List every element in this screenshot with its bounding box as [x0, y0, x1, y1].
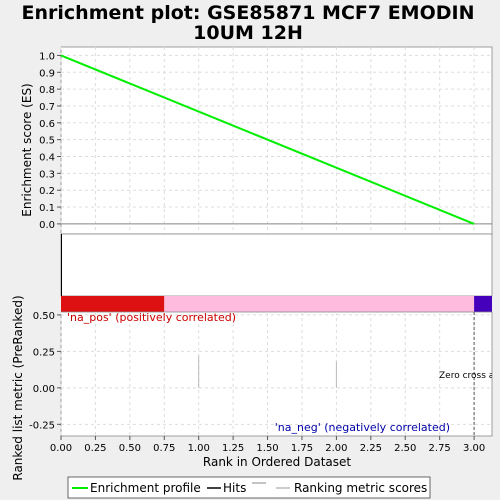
metric-lines [198, 355, 337, 388]
legend-label-enrichment: Enrichment profile [90, 481, 201, 495]
legend-label-hits: Hits [223, 481, 246, 495]
legend-label-metric: Ranking metric scores [294, 481, 427, 495]
metric-y-axis-label: Ranked list metric (PreRanked) [11, 295, 25, 480]
legend: Enrichment profile Hits Ranking metric sco… [72, 481, 427, 495]
legend-box [67, 476, 431, 499]
es-y-axis-label: Enrichment score (ES) [20, 83, 34, 216]
es-y-ticks: 0.0 0.1 0.2 0.3 0.4 0.5 0.6 0.7 0.8 0.9 1.0 [39, 51, 61, 231]
x-tick-label: 3.00 [463, 443, 485, 454]
es-y-tick-label: 0.6 [39, 119, 55, 130]
x-tick-label: 1.25 [222, 443, 244, 454]
negative-correlation-label: 'na_neg' (negatively correlated) [275, 421, 450, 434]
x-tick-label: 0.50 [119, 443, 141, 454]
chart-title-line-2: 10UM 12H [193, 22, 303, 44]
enrichment-profile-line [60, 54, 475, 225]
es-y-tick-label: 0.9 [39, 68, 55, 79]
es-grid [60, 47, 492, 234]
metric-y-tick-label: -0.25 [29, 420, 55, 431]
es-y-tick-label: 0.7 [39, 102, 55, 113]
es-y-tick-label: 0.8 [39, 85, 55, 96]
es-panel [60, 46, 493, 235]
x-tick-label: 2.00 [325, 443, 347, 454]
es-y-tick-label: 0.1 [39, 203, 55, 214]
es-y-tick-label: 0.0 [39, 220, 55, 231]
x-tick-label: 0.25 [84, 443, 106, 454]
zero-cross-clip: Zero cross at 3 [439, 371, 500, 381]
x-tick-label: 2.50 [394, 443, 416, 454]
metric-y-tick-label: 0.50 [33, 311, 55, 322]
x-tick-label: 2.25 [360, 443, 382, 454]
metric-y-tick-label: 0.25 [33, 347, 55, 358]
es-y-tick-label: 0.4 [39, 153, 55, 164]
metric-y-tick-label: 0.00 [33, 384, 55, 395]
hits-panel [60, 233, 493, 297]
zero-cross-label: Zero cross at 3 [439, 371, 500, 381]
color-bar-segment [61, 296, 165, 312]
positive-correlation-label: 'na_pos' (positively correlated) [67, 311, 236, 324]
x-tick-label: 1.75 [291, 443, 313, 454]
metric-panel [60, 311, 493, 437]
x-axis-ticks: 0.00 0.25 0.50 0.75 1.00 1.25 1.50 1.75 2.00 2.25… [50, 436, 485, 454]
es-series [60, 54, 475, 225]
es-y-tick-label: 1.0 [39, 51, 55, 62]
es-y-tick-label: 0.5 [39, 136, 55, 147]
es-y-tick-label: 0.2 [39, 186, 55, 197]
x-tick-label: 1.50 [256, 443, 278, 454]
es-y-tick-label: 0.3 [39, 169, 55, 180]
x-tick-label: 1.00 [188, 443, 210, 454]
color-bar-segment [474, 296, 492, 312]
rank-color-bar [61, 296, 492, 312]
color-bar-segment [164, 296, 475, 312]
x-tick-label: 0.75 [153, 443, 175, 454]
x-tick-label: 2.75 [429, 443, 451, 454]
x-tick-label: 0.00 [50, 443, 72, 454]
chart-title-line-1: Enrichment plot: GSE85871 MCF7 EMODIN [22, 2, 475, 24]
metric-y-ticks: 0.50 0.25 0.00 -0.25 [29, 311, 61, 431]
x-axis-label: Rank in Ordered Dataset [203, 455, 351, 469]
